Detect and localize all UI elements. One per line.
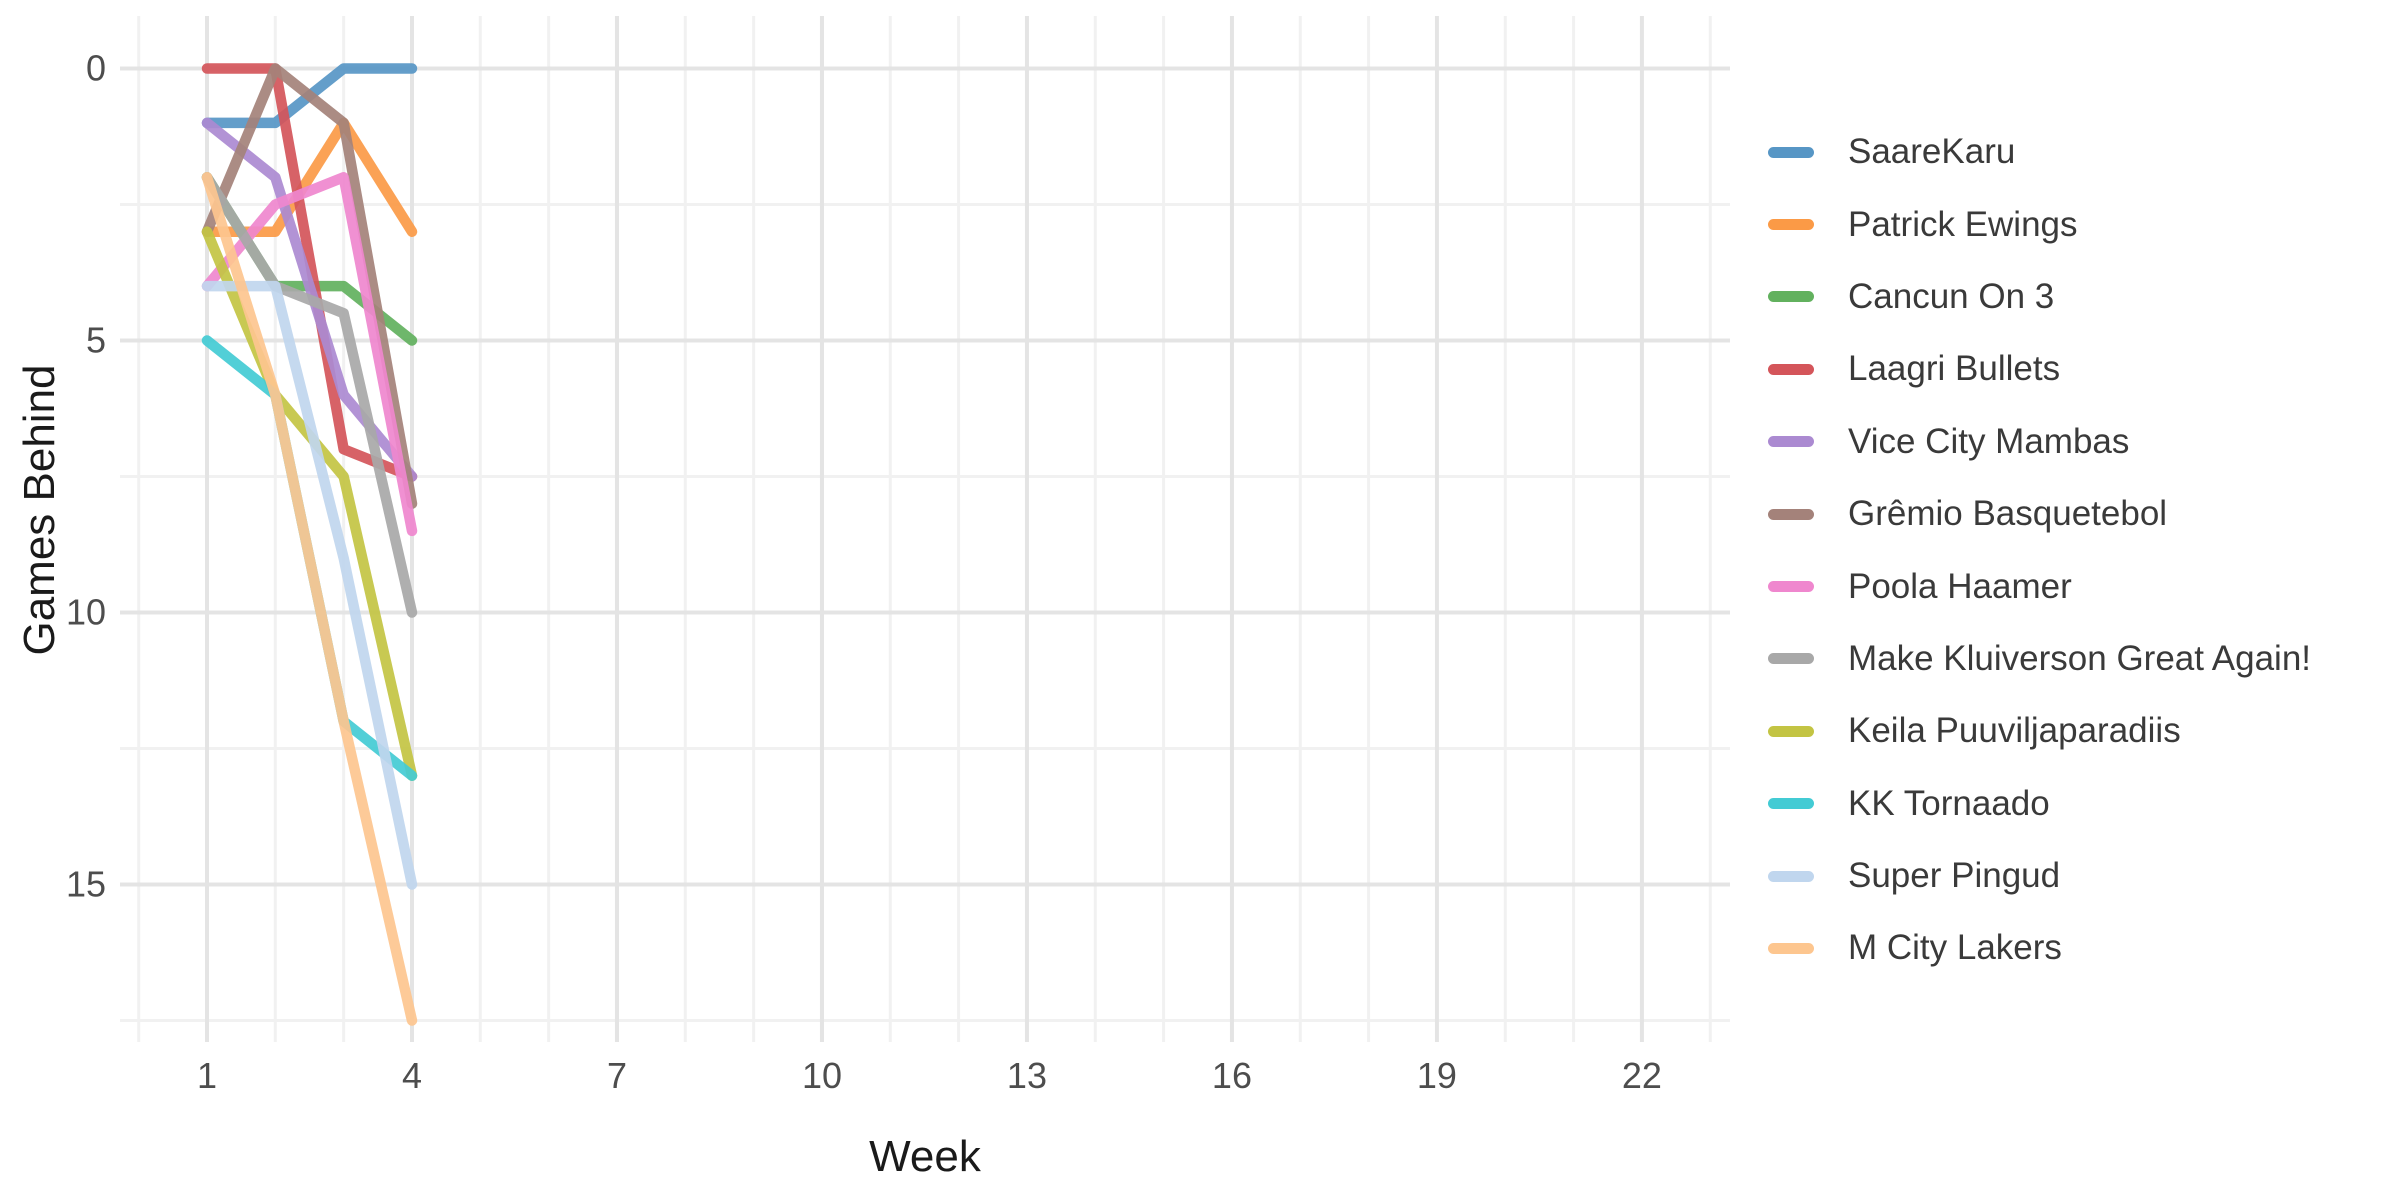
legend-item: Laagri Bullets [1768,333,2311,405]
legend-swatch-icon [1768,653,1814,665]
legend-label: Keila Puuviljaparadiis [1848,711,2181,751]
legend-swatch-icon [1768,291,1814,303]
legend-label: KK Tornaado [1848,783,2050,823]
x-tick-label: 13 [1007,1055,1047,1096]
x-tick-label: 22 [1622,1055,1662,1096]
series-line-6 [201,172,418,537]
legend-swatch-icon [1768,942,1814,954]
legend-swatch-icon [1768,870,1814,882]
legend-label: Vice City Mambas [1848,421,2130,461]
legend-label: Laagri Bullets [1848,349,2061,389]
legend-item: KK Tornaado [1768,768,2311,840]
legend-label: M City Lakers [1848,928,2062,968]
legend-swatch-icon [1768,146,1814,158]
legend-item: Keila Puuviljaparadiis [1768,695,2311,767]
legend-swatch-icon [1768,798,1814,810]
legend-swatch-icon [1768,436,1814,448]
legend-swatch-icon [1768,581,1814,593]
legend-label: Grêmio Basquetebol [1848,494,2168,534]
legend-item: Grêmio Basquetebol [1768,478,2311,550]
series-line-5 [201,63,418,509]
y-tick-label: 5 [86,320,106,361]
legend-label: Patrick Ewings [1848,204,2078,244]
y-axis-title: Games Behind [14,0,66,1200]
legend-item: Cancun On 3 [1768,261,2311,333]
legend-swatch-icon [1768,508,1814,520]
legend-item: Vice City Mambas [1768,406,2311,478]
x-tick-label: 10 [802,1055,842,1096]
y-axis-title-text: Games Behind [15,364,64,656]
legend-item: Super Pingud [1768,840,2311,912]
legend: SaareKaru Patrick Ewings Cancun On 3 Laagri… [1768,116,2311,985]
series-line-7 [201,172,418,618]
legend-label: Cancun On 3 [1848,276,2055,316]
legend-label: Poola Haamer [1848,566,2072,606]
legend-label: Super Pingud [1848,856,2061,896]
legend-item: Poola Haamer [1768,550,2311,622]
legend-swatch-icon [1768,219,1814,231]
x-tick-label: 19 [1417,1055,1457,1096]
legend-item: Make Kluiverson Great Again! [1768,623,2311,695]
x-axis-title: Week [869,1132,981,1181]
x-tick-label: 7 [607,1055,627,1096]
legend-swatch-icon [1768,725,1814,737]
legend-label: SaareKaru [1848,132,2016,172]
legend-item: M City Lakers [1768,912,2311,984]
x-tick-label: 1 [197,1055,217,1096]
legend-item: SaareKaru [1768,116,2311,188]
series-line-11 [201,172,418,1026]
legend-swatch-icon [1768,363,1814,375]
y-tick-label: 15 [66,864,106,905]
series-line-1 [201,117,418,237]
x-tick-label: 16 [1212,1055,1252,1096]
legend-item: Patrick Ewings [1768,188,2311,260]
legend-label: Make Kluiverson Great Again! [1848,638,2312,678]
y-tick-label: 10 [66,592,106,633]
y-tick-label: 0 [86,48,106,89]
x-tick-label: 4 [402,1055,422,1096]
